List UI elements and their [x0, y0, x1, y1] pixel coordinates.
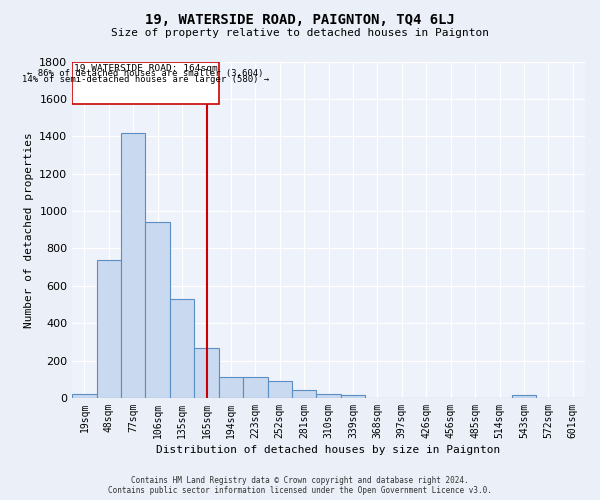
Bar — [145, 222, 170, 398]
Bar — [72, 394, 97, 398]
Bar — [243, 378, 268, 398]
Text: 14% of semi-detached houses are larger (580) →: 14% of semi-detached houses are larger (… — [22, 74, 269, 84]
Bar — [97, 260, 121, 398]
Bar — [170, 299, 194, 398]
Y-axis label: Number of detached properties: Number of detached properties — [23, 132, 34, 328]
Bar — [219, 378, 243, 398]
Text: 19 WATERSIDE ROAD: 164sqm: 19 WATERSIDE ROAD: 164sqm — [74, 64, 217, 74]
Text: ← 86% of detached houses are smaller (3,604): ← 86% of detached houses are smaller (3,… — [27, 70, 264, 78]
X-axis label: Distribution of detached houses by size in Paignton: Distribution of detached houses by size … — [157, 445, 501, 455]
Text: Size of property relative to detached houses in Paignton: Size of property relative to detached ho… — [111, 28, 489, 38]
Bar — [194, 348, 219, 398]
Bar — [268, 381, 292, 398]
FancyBboxPatch shape — [72, 62, 219, 104]
Bar — [121, 132, 145, 398]
Bar — [292, 390, 316, 398]
Bar — [341, 395, 365, 398]
Bar — [316, 394, 341, 398]
Text: Contains HM Land Registry data © Crown copyright and database right 2024.
Contai: Contains HM Land Registry data © Crown c… — [108, 476, 492, 495]
Text: 19, WATERSIDE ROAD, PAIGNTON, TQ4 6LJ: 19, WATERSIDE ROAD, PAIGNTON, TQ4 6LJ — [145, 12, 455, 26]
Bar — [512, 395, 536, 398]
